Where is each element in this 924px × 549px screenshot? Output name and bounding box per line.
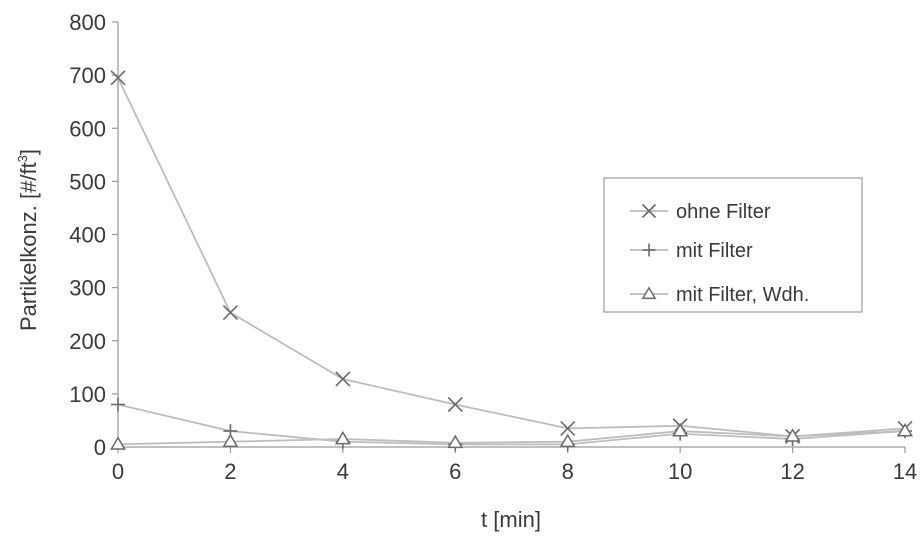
series-line	[117, 430, 906, 446]
legend-label: mit Filter	[676, 240, 753, 262]
y-tick-label: 600	[69, 116, 106, 141]
data-point-x-mark	[447, 396, 463, 413]
x-tick-label: 12	[780, 459, 804, 484]
data-point-triangle	[334, 430, 351, 445]
legend-box	[603, 177, 863, 313]
data-point-x-mark	[560, 420, 576, 436]
y-axis: 0 100 200 300 400 500 600 700 800	[69, 10, 119, 460]
legend-label: ohne Filter	[676, 201, 771, 223]
x-tick-label: 6	[449, 459, 461, 484]
legend-item: mit Filter	[630, 240, 753, 262]
legend-marker-x-mark	[641, 203, 657, 219]
data-point-triangle	[222, 433, 239, 448]
legend-marker-plus	[642, 243, 656, 257]
legend-label: mit Filter, Wdh.	[676, 284, 809, 306]
x-tick-label: 8	[562, 459, 574, 484]
data-point-triangle	[784, 428, 801, 442]
x-axis: 0 2 4 6 8 10 12 14	[112, 446, 917, 484]
data-point-x-mark	[335, 371, 351, 387]
y-axis-title-main: Partikelkonz. [#/ft	[16, 162, 41, 331]
data-point-triangle	[672, 422, 689, 437]
x-tick-label: 4	[337, 459, 349, 484]
x-tick-label: 14	[893, 459, 917, 484]
legend-item: mit Filter, Wdh.	[630, 284, 809, 306]
series-line	[117, 403, 906, 446]
x-tick-label: 10	[668, 459, 692, 484]
x-axis-title: t [min]	[481, 507, 541, 532]
y-tick-label: 300	[69, 276, 106, 301]
x-tick-label: 2	[224, 459, 236, 484]
series-3	[110, 422, 913, 450]
x-marker-stroke	[641, 203, 657, 219]
y-tick-label: 700	[69, 63, 106, 88]
y-tick-label: 400	[69, 223, 106, 248]
y-tick-label: 200	[69, 329, 106, 354]
legend-item: ohne Filter	[630, 201, 771, 223]
y-axis-title-end: ]	[16, 149, 41, 155]
x-marker-stroke	[447, 396, 463, 413]
data-point-x-mark	[110, 70, 126, 86]
data-point-triangle	[559, 433, 576, 448]
x-marker-stroke	[110, 70, 126, 86]
legend-marker-triangle	[641, 286, 657, 300]
legend: ohne Filter mit Filter mit Filter, Wdh.	[603, 177, 863, 313]
data-point-x-mark	[222, 305, 238, 321]
data-point-plus	[111, 397, 125, 412]
data-point-triangle	[897, 422, 913, 437]
x-tick-label: 0	[112, 459, 124, 484]
y-axis-title: Partikelkonz. [#/ft3]	[15, 149, 41, 331]
y-axis-title-superscript: 3	[15, 155, 30, 162]
y-tick-label: 100	[69, 382, 106, 407]
x-marker-stroke	[222, 305, 238, 321]
y-tick-label: 800	[69, 10, 106, 35]
data-point-triangle	[447, 434, 464, 449]
x-marker-stroke	[335, 371, 351, 387]
data-point-triangle	[110, 436, 126, 450]
x-marker-stroke	[560, 420, 576, 436]
y-tick-label: 0	[94, 435, 106, 460]
series-layer	[110, 70, 913, 452]
y-tick-label: 500	[69, 169, 106, 194]
